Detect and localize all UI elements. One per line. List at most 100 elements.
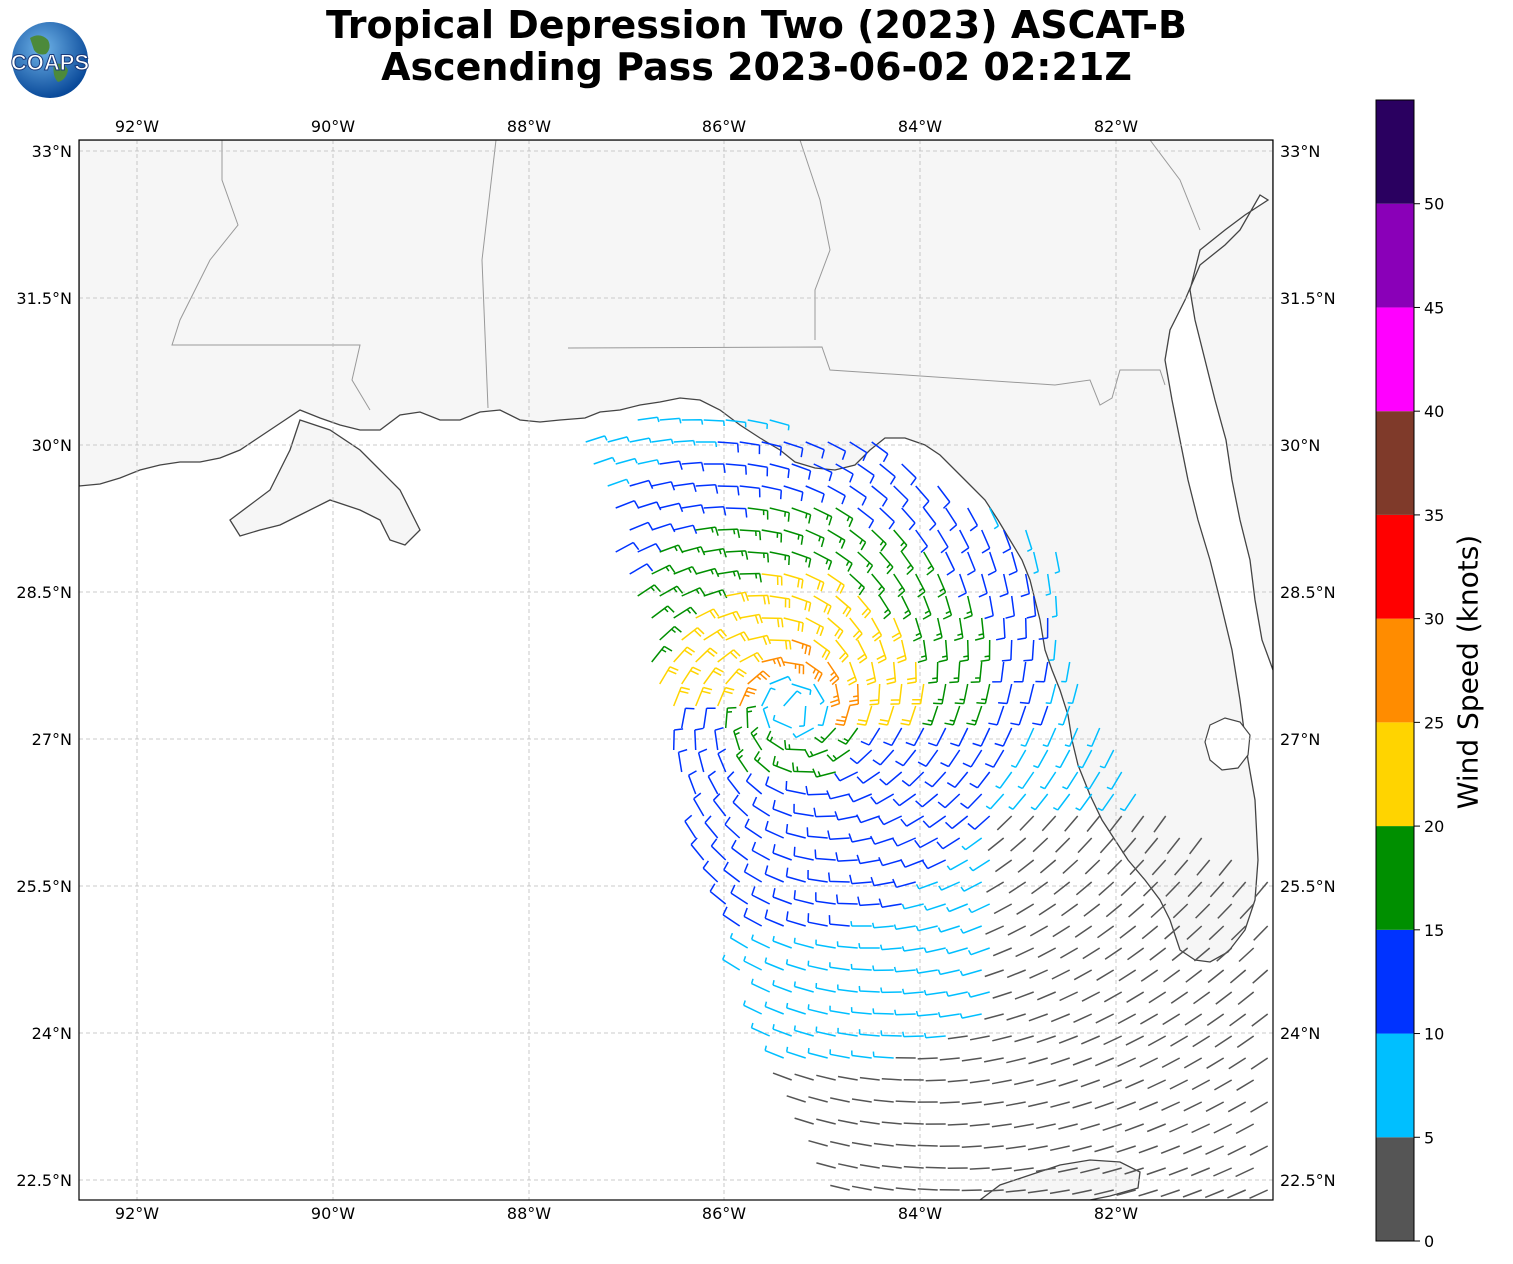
wind-barb bbox=[1227, 1145, 1247, 1156]
wind-barb bbox=[827, 441, 847, 460]
wind-barb bbox=[761, 656, 786, 667]
wind-barb bbox=[744, 818, 763, 839]
wind-barb bbox=[1081, 991, 1101, 1002]
wind-barb bbox=[1080, 1167, 1100, 1174]
wind-barb bbox=[879, 551, 894, 575]
wind-barb bbox=[983, 1101, 1004, 1106]
wind-barb bbox=[725, 463, 747, 475]
wind-barb bbox=[879, 463, 896, 485]
lat-tick-right: 25.5°N bbox=[1280, 877, 1336, 896]
wind-barb bbox=[1042, 727, 1057, 748]
wind-barb bbox=[761, 529, 783, 543]
wind-barb bbox=[903, 1165, 924, 1169]
wind-barb bbox=[791, 507, 812, 524]
wind-barb bbox=[1124, 1123, 1144, 1132]
wind-barb bbox=[1195, 903, 1211, 919]
wind-barb bbox=[807, 960, 828, 971]
wind-barb bbox=[915, 529, 929, 554]
wind-barb bbox=[1239, 903, 1255, 920]
wind-barb bbox=[812, 768, 836, 778]
wind-barb bbox=[1162, 1013, 1181, 1026]
wind-barb bbox=[1116, 1101, 1136, 1110]
wind-barb bbox=[703, 628, 728, 641]
wind-barb bbox=[1163, 969, 1181, 983]
wind-barb bbox=[629, 521, 654, 531]
wind-barb bbox=[1014, 991, 1034, 1000]
wind-barb bbox=[893, 966, 916, 973]
wind-barb bbox=[1029, 969, 1049, 979]
wind-barb bbox=[1049, 1189, 1070, 1195]
wind-barb bbox=[849, 874, 872, 885]
wind-barb bbox=[984, 749, 1005, 768]
wind-barb bbox=[939, 1057, 960, 1061]
wind-barb bbox=[873, 1142, 894, 1147]
wind-barb bbox=[1103, 1035, 1123, 1046]
wind-barb bbox=[826, 749, 851, 762]
wind-barb bbox=[835, 894, 858, 905]
wind-barb bbox=[724, 706, 737, 729]
wind-barb bbox=[1036, 1035, 1056, 1044]
wind-barb bbox=[984, 1013, 1004, 1020]
wind-barb bbox=[769, 419, 790, 431]
wind-barb bbox=[969, 1035, 990, 1041]
wind-barb bbox=[1026, 595, 1037, 619]
wind-barb bbox=[835, 507, 854, 528]
wind-barb bbox=[794, 1073, 814, 1081]
wind-barb bbox=[747, 551, 770, 563]
wind-barb bbox=[872, 965, 894, 972]
wind-barb bbox=[915, 793, 939, 808]
wind-barb bbox=[922, 859, 947, 870]
wind-barb bbox=[805, 485, 825, 503]
wind-barb bbox=[783, 529, 804, 545]
wind-barb bbox=[1019, 815, 1035, 831]
wind-barb bbox=[764, 1001, 784, 1015]
wind-barb bbox=[1057, 1167, 1078, 1173]
wind-barb bbox=[1032, 837, 1049, 853]
wind-barb bbox=[772, 799, 792, 817]
wind-barb bbox=[1218, 859, 1233, 876]
wind-barb bbox=[945, 507, 958, 532]
wind-barb bbox=[994, 859, 1013, 873]
wind-barb bbox=[1058, 705, 1071, 726]
wind-barb bbox=[722, 906, 741, 927]
colorbar-bin bbox=[1376, 1137, 1414, 1241]
wind-barb bbox=[607, 478, 630, 487]
wind-barb bbox=[1249, 1145, 1269, 1156]
wind-barb bbox=[835, 639, 849, 663]
wind-barb bbox=[837, 727, 859, 745]
wind-barb bbox=[762, 706, 771, 729]
wind-barb bbox=[703, 505, 727, 516]
wind-barb bbox=[857, 639, 868, 664]
wind-barb bbox=[783, 617, 804, 632]
wind-barb bbox=[1084, 771, 1101, 790]
lon-tick-top: 92°W bbox=[115, 117, 159, 136]
wind-barb bbox=[1062, 771, 1079, 790]
wind-barb bbox=[730, 884, 749, 905]
wind-barb bbox=[785, 1002, 806, 1015]
lon-tick-bottom: 88°W bbox=[507, 1204, 551, 1223]
wind-barb bbox=[856, 771, 881, 784]
wind-barb bbox=[1102, 1167, 1122, 1175]
wind-barb bbox=[857, 463, 875, 484]
wind-barb bbox=[1117, 1057, 1137, 1067]
wind-barb bbox=[673, 646, 696, 663]
wind-barb bbox=[1122, 837, 1137, 854]
wind-barb bbox=[978, 573, 988, 598]
wind-barb bbox=[901, 551, 914, 576]
wind-barb bbox=[1237, 991, 1255, 1005]
wind-barb bbox=[1058, 1123, 1078, 1130]
wind-barb bbox=[1006, 1057, 1026, 1064]
colorbar-bin bbox=[1376, 411, 1414, 515]
wind-barb bbox=[695, 608, 720, 619]
wind-barb bbox=[1119, 793, 1137, 812]
wind-barb bbox=[856, 854, 880, 865]
wind-barb bbox=[772, 1024, 792, 1037]
wind-barb bbox=[783, 661, 805, 675]
wind-barb bbox=[1028, 1057, 1048, 1065]
wind-barb bbox=[813, 683, 825, 705]
wind-barb bbox=[1166, 837, 1181, 855]
wind-barb bbox=[986, 881, 1005, 893]
wind-barb bbox=[1127, 947, 1145, 961]
wind-barb bbox=[1214, 1079, 1233, 1091]
wind-barb bbox=[925, 1166, 946, 1169]
